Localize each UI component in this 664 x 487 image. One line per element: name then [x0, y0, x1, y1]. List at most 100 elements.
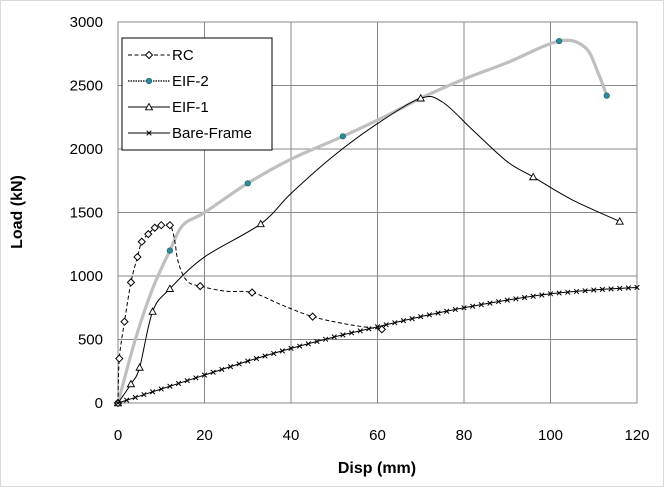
bare-frame-marker	[383, 322, 389, 328]
bare-frame-marker	[444, 308, 450, 314]
bare-frame-marker	[625, 285, 632, 291]
bare-frame-marker	[426, 312, 433, 318]
rc-marker	[157, 220, 166, 230]
bare-frame-marker	[305, 341, 311, 347]
legend-marker	[145, 77, 153, 85]
bare-frame-marker	[435, 310, 441, 316]
bare-frame-marker	[219, 366, 225, 373]
bare-frame-marker	[392, 320, 398, 326]
legend-marker	[144, 102, 154, 111]
x-tick-label: 80	[456, 427, 473, 444]
eif-1-marker	[135, 363, 144, 371]
bare-frame-marker	[521, 294, 528, 301]
eif-1-marker	[256, 219, 265, 228]
eif-2-marker	[244, 180, 251, 187]
rc-line	[117, 223, 382, 404]
legend-label: Bare-Frame	[172, 125, 252, 142]
bare-frame-marker	[357, 328, 363, 334]
series-layer	[113, 37, 640, 408]
legend: RC EIF-2 EIF-1 Bare-Frame	[121, 37, 273, 151]
bare-frame-series	[115, 284, 640, 406]
bare-frame-marker	[296, 343, 303, 349]
bare-frame-marker	[591, 287, 597, 293]
legend-marker	[144, 50, 154, 60]
bare-frame-marker	[547, 291, 554, 297]
plot-area-border	[117, 21, 638, 404]
y-tick-labels: 0 500 1000 1500 2000 2500 3000	[70, 14, 103, 412]
legend-item-eif-1: EIF-1	[128, 99, 209, 116]
bare-frame-marker	[366, 326, 372, 332]
bare-frame-marker	[236, 361, 242, 367]
eif-1-marker	[416, 93, 426, 102]
bare-frame-marker	[271, 350, 277, 357]
bare-frame-marker	[149, 389, 156, 395]
bare-frame-marker	[115, 400, 121, 406]
rc-marker	[144, 229, 153, 239]
eif-2-marker	[556, 37, 563, 45]
rc-marker	[137, 237, 146, 246]
y-tick-label: 2000	[70, 141, 103, 158]
x-tick-labels: 0 20 40 60 80 100 120	[114, 427, 650, 444]
x-axis-title: Disp (mm)	[338, 460, 416, 477]
y-tick-label: 1000	[70, 268, 103, 285]
bare-frame-marker	[158, 386, 164, 392]
eif-1-line	[117, 95, 620, 404]
bare-frame-marker	[253, 355, 260, 362]
eif-2-marker	[166, 247, 173, 254]
rc-marker	[247, 288, 257, 297]
bare-frame-marker	[132, 394, 138, 401]
bare-frame-marker	[409, 316, 415, 322]
bare-frame-marker	[608, 286, 614, 292]
bare-frame-marker	[469, 303, 476, 309]
bare-frame-marker	[599, 286, 606, 293]
x-tick-label: 100	[538, 427, 563, 444]
y-tick-label: 3000	[70, 14, 103, 31]
y-tick-label: 2500	[70, 78, 103, 95]
rc-marker	[115, 354, 124, 363]
rc-marker	[126, 278, 136, 287]
bare-frame-marker	[556, 290, 562, 296]
rc-series	[113, 220, 387, 408]
bare-frame-marker	[175, 380, 182, 387]
eif-2-marker	[603, 92, 610, 99]
bare-frame-marker	[279, 348, 286, 354]
y-tick-label: 500	[78, 332, 103, 349]
bare-frame-marker	[227, 364, 234, 370]
bare-frame-marker	[565, 289, 571, 295]
y-tick-label: 0	[95, 395, 103, 412]
bare-frame-marker	[193, 375, 199, 381]
y-tick-label: 1500	[70, 205, 103, 222]
legend-item-rc: RC	[128, 47, 194, 64]
x-tick-label: 0	[114, 427, 122, 444]
rc-marker	[150, 223, 159, 232]
rc-marker	[133, 252, 142, 262]
eif-1-marker	[165, 284, 175, 292]
bare-frame-marker	[262, 353, 268, 359]
legend-marker	[146, 130, 152, 136]
bare-frame-marker	[331, 334, 337, 340]
legend-label: EIF-2	[172, 73, 209, 90]
bare-frame-marker	[530, 293, 536, 299]
bare-frame-marker	[123, 397, 130, 403]
bare-frame-marker	[400, 318, 407, 324]
bare-frame-marker	[634, 284, 640, 291]
bare-frame-marker	[478, 302, 484, 308]
eif-1-marker	[126, 379, 136, 388]
bare-frame-marker	[322, 336, 329, 342]
eif-1-marker	[615, 216, 624, 225]
bare-frame-marker	[314, 338, 320, 345]
x-tick-label: 120	[624, 427, 649, 444]
bare-frame-marker	[167, 383, 173, 389]
bare-frame-marker	[573, 288, 580, 295]
bare-frame-marker	[582, 288, 588, 294]
bare-frame-marker	[201, 372, 208, 378]
legend-item-bare-frame: Bare-Frame	[128, 125, 252, 142]
x-tick-label: 60	[369, 427, 386, 444]
legend-item-eif-2: EIF-2	[128, 73, 209, 90]
bare-frame-marker	[452, 306, 459, 313]
bare-frame-marker	[210, 369, 216, 375]
bare-frame-marker	[374, 324, 381, 330]
bare-frame-marker	[504, 297, 510, 303]
